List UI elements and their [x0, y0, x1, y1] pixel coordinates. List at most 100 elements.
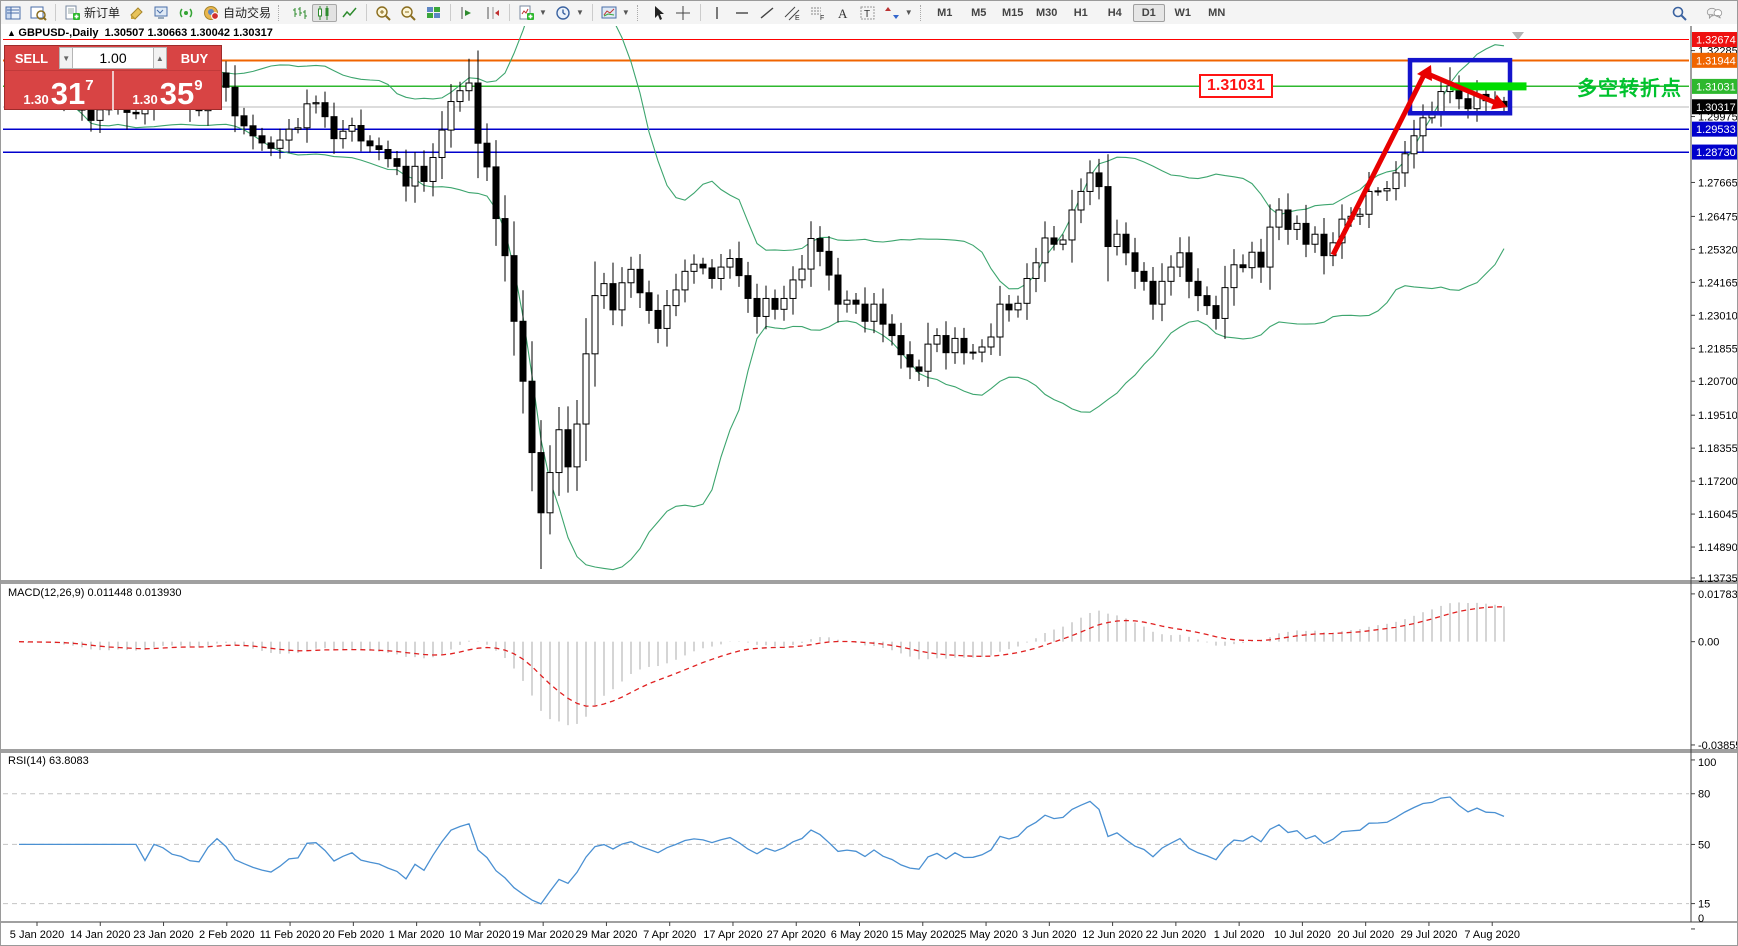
bar-chart-icon [293, 6, 308, 19]
sell-button[interactable]: SELL [14, 50, 49, 66]
cursor-button[interactable] [646, 4, 671, 22]
arrows-tool-button[interactable]: ▼ [880, 4, 917, 22]
date-label: 7 Apr 2020 [643, 929, 696, 941]
price-flag [1692, 78, 1737, 94]
sell-price[interactable]: 1.30 31 7 [5, 71, 114, 110]
price-tick: 1.14890 [1698, 542, 1738, 554]
equidistant-channel-button[interactable]: E [780, 4, 805, 22]
timeframe-M1[interactable]: M1 [937, 6, 953, 19]
sell-price-sup: 7 [85, 77, 94, 94]
timeframe-M15[interactable]: M15 [1002, 6, 1024, 19]
timeframe-H4[interactable]: H4 [1107, 6, 1122, 19]
toolbar: 新订单 自动交易 ▼ ▼ ▼ E F A T ▼ [1, 1, 1737, 25]
price-tick: 1.20700 [1698, 376, 1738, 388]
price-tick: 1.19510 [1698, 410, 1738, 422]
signals-button[interactable] [174, 4, 199, 22]
text-label-tool-button[interactable]: T [855, 4, 880, 22]
price-flag-label: 1.29533 [1696, 124, 1736, 136]
date-label: 20 Jul 2020 [1337, 929, 1394, 941]
tile-windows-button[interactable] [421, 4, 446, 22]
terminal-button[interactable] [149, 4, 174, 22]
vline-tool-button[interactable] [705, 4, 730, 22]
zoom-out-button[interactable] [396, 4, 421, 22]
line-chart-button[interactable] [337, 4, 362, 22]
price-tick: 1.29975 [1698, 112, 1738, 124]
volume-down-button[interactable]: ▼ [59, 47, 74, 69]
rsi-line [19, 796, 1505, 905]
templates-button[interactable]: ▼ [597, 4, 634, 22]
price-flag [1692, 52, 1737, 68]
zoom-in-button[interactable] [371, 4, 396, 22]
date-label: 29 Mar 2020 [576, 929, 638, 941]
zoom-in-icon [376, 5, 391, 21]
chart-shift-button[interactable] [480, 4, 505, 22]
zoom-out-icon [401, 5, 416, 21]
green-level-bar[interactable] [1450, 82, 1527, 91]
templates-icon [601, 6, 617, 18]
auto-scroll-button[interactable] [455, 4, 480, 22]
market-watch-button[interactable] [1, 4, 26, 22]
bar-chart-button[interactable] [287, 4, 312, 22]
collapse-marker-icon[interactable]: ▲ [7, 28, 19, 38]
price-flag-label: 1.31031 [1696, 81, 1736, 93]
crosshair-icon [675, 5, 690, 20]
date-label: 23 Jan 2020 [133, 929, 194, 941]
timeframe-MN[interactable]: MN [1208, 6, 1226, 19]
buy-price[interactable]: 1.30 35 9 [114, 71, 221, 110]
crosshair-button[interactable] [671, 4, 696, 22]
chart-shift-icon [487, 6, 500, 19]
date-label: 17 Apr 2020 [703, 929, 762, 941]
date-label: 14 Jan 2020 [70, 929, 131, 941]
hline-tool-button[interactable] [730, 4, 755, 22]
buy-price-small: 1.30 [132, 92, 158, 107]
date-label: 10 Jul 2020 [1274, 929, 1331, 941]
red-up-trendline[interactable] [1330, 72, 1427, 256]
chart-canvas[interactable]: 1.322851.299751.276651.264751.253201.241… [1, 24, 1738, 946]
price-tick: 1.27665 [1698, 177, 1738, 189]
metaeditor-icon [130, 6, 143, 20]
timeframe-W1[interactable]: W1 [1174, 6, 1191, 19]
periods-button[interactable]: ▼ [551, 4, 588, 22]
volume-up-button[interactable]: ▲ [152, 47, 167, 69]
new-order-button[interactable]: 新订单 [60, 4, 124, 22]
metaeditor-button[interactable] [124, 4, 149, 22]
timeframe-M30[interactable]: M30 [1036, 6, 1058, 19]
turning-point-annotation[interactable]: 多空转折点 [1577, 78, 1682, 100]
macd-pane [18, 602, 1505, 726]
search-icon [1672, 6, 1687, 21]
timeframe-M5[interactable]: M5 [971, 6, 987, 19]
text-label-icon: T [860, 6, 875, 20]
price-flag-label: 1.28730 [1696, 147, 1736, 159]
data-window-button[interactable] [26, 4, 51, 22]
text-icon: A [838, 6, 848, 21]
chat-button[interactable] [1702, 4, 1727, 22]
text-tool-button[interactable]: A [830, 4, 855, 22]
red-down-arrowhead [1491, 94, 1507, 110]
arrows-icon [884, 6, 899, 19]
rsi-tick: 15 [1698, 899, 1710, 911]
buy-button[interactable]: BUY [180, 50, 209, 66]
fibonacci-tool-button[interactable]: F [805, 4, 830, 22]
price-callout-label[interactable]: 1.31031 [1199, 74, 1273, 98]
volume-input[interactable] [73, 47, 153, 69]
line-chart-icon [342, 7, 357, 17]
auto-scroll-icon [461, 6, 472, 19]
periods-clock-icon [556, 5, 570, 20]
svg-text:A: A [838, 6, 848, 21]
candlestick-chart-button[interactable] [312, 3, 338, 22]
red-down-trendline[interactable] [1424, 70, 1498, 106]
indicators-button[interactable]: ▼ [514, 4, 551, 22]
trendline-tool-button[interactable] [755, 4, 780, 22]
timeframe-H1[interactable]: H1 [1073, 6, 1088, 19]
timeframe-D1[interactable]: D1 [1132, 3, 1165, 22]
search-button[interactable] [1667, 4, 1692, 22]
autotrading-button[interactable]: 自动交易 [199, 4, 275, 22]
tile-windows-icon [427, 6, 441, 18]
signals-icon [179, 8, 193, 17]
fibonacci-icon: F [810, 7, 824, 21]
red-up-arrowhead [1417, 65, 1432, 81]
scroll-to-end-marker[interactable] [1512, 32, 1524, 40]
price-flag [1692, 121, 1737, 137]
drawn-annotations[interactable] [1330, 32, 1527, 256]
price-flag-label: 1.32674 [1696, 34, 1736, 46]
